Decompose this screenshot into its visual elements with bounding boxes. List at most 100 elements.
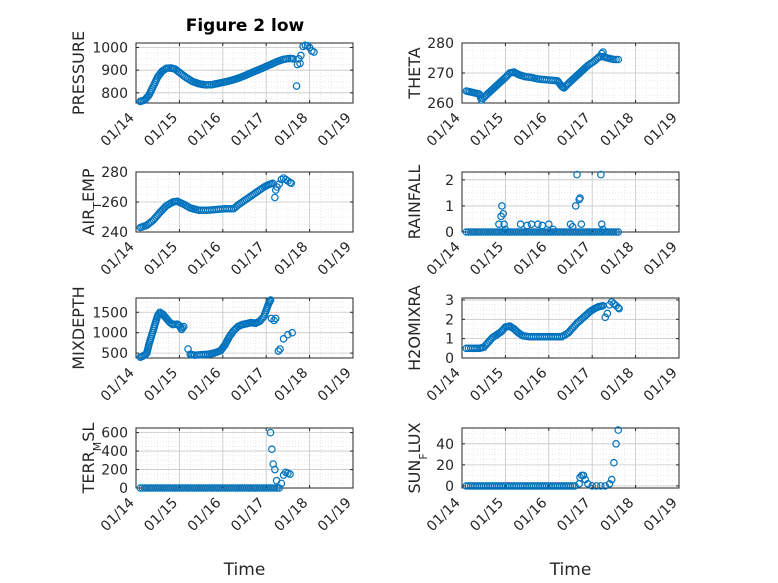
y-tick-label: 280 [427,36,454,52]
data-point [266,296,275,304]
y-axis-label-tail: SL [79,423,98,442]
x-tick-label: 01/14 [98,495,138,535]
y-tick-label: 0 [445,351,454,367]
axes-box [461,171,680,233]
y-axis-label-main: THETA [405,47,424,99]
x-tick-label: 01/15 [467,365,507,405]
x-tick-label: 01/15 [467,110,507,150]
x-tick-label: 01/18 [272,239,312,279]
y-axis-label: TERRMSL [79,423,104,495]
data-point [310,48,318,56]
data-point [614,303,623,312]
data-point [584,479,592,488]
y-axis-label-main: H2OMIXRA [405,285,424,371]
y-tick-label: 1500 [92,305,128,321]
data-point [266,428,275,437]
data-point [534,220,542,228]
panel-air_temp: 240 260 280 01/14 01/15 01/16 01/17 01/18 01/19 A… [79,165,355,279]
y-axis-label-main: SUN [405,460,424,494]
data-point [576,194,584,202]
data-point [577,220,586,228]
data-point [573,170,581,179]
panel-terr_msl: 0 200 400 600 01/14 01/15 01/16 01/17 01/18 01/19… [79,423,355,535]
data-point [566,482,575,490]
y-tick-label: 800 [101,86,128,102]
x-tick-label: 01/18 [272,495,312,535]
x-tick-label: 01/14 [98,239,138,279]
data-point [603,309,612,318]
data-point [284,330,292,339]
x-tick-label: 01/14 [424,495,464,535]
y-axis-label-tail: EMP [79,168,98,202]
x-tick-label: 01/16 [185,365,225,405]
figure-title: Figure 2 low [186,16,305,36]
y-axis-label: RAINFALL [405,165,424,240]
data-point [597,49,606,58]
data-point [592,482,601,490]
y-tick-label: 260 [427,96,454,112]
data-point [275,180,284,188]
data-point [614,426,623,434]
data-point [292,82,301,90]
axes-box [135,42,354,104]
y-axis-label: SUNFLUX [405,422,430,493]
y-axis-label: THETA [405,47,424,99]
data-point [184,345,192,353]
x-tick-label: 01/19 [315,365,355,405]
data-point [601,313,610,322]
x-tick-label: 01/19 [315,495,355,535]
data-point [271,314,280,323]
x-tick-label: 01/17 [228,110,268,150]
x-tick-label: 01/18 [598,365,638,405]
x-tick-label: 01/15 [141,365,181,405]
data-point [614,55,623,64]
y-tick-label: 240 [101,225,128,241]
data-point [516,220,525,228]
y-tick-label: 270 [427,66,454,82]
data-point [568,482,577,490]
y-axis-label-subscript: M [91,442,104,452]
x-tick-label: 01/17 [228,365,268,405]
data-point [499,209,508,218]
y-tick-label: 260 [101,195,128,211]
data-point [287,179,296,188]
y-axis-label: PRESSURE [69,31,88,115]
data-point [273,484,281,492]
data-point [610,228,618,236]
x-tick-label: 01/19 [641,239,681,279]
data-point [605,479,614,488]
panel-mixdepth: 500 1000 1500 01/14 01/15 01/16 01/17 01/18 01/1… [69,286,355,404]
data-point [179,322,188,331]
panel-sun_flux: 0 20 40 01/14 01/15 01/16 01/17 01/18 01/19 SUNFL… [405,422,681,534]
x-tick-label: 01/17 [554,110,594,150]
y-axis-label-main: PRESSURE [69,31,88,115]
x-tick-label: 01/18 [272,365,312,405]
data-point [471,344,479,353]
panel-pressure: 800 900 1000 01/14 01/15 01/16 01/17 01/18 01/19… [69,31,355,150]
data-point [612,228,620,236]
axes-box [461,297,680,359]
x-tick-label: 01/17 [554,239,594,279]
y-tick-label: 0 [445,479,454,495]
y-tick-label: 3 [445,293,454,309]
data-point [276,345,284,353]
axes-box [135,427,354,489]
data-point [286,470,294,478]
data-point [268,445,276,454]
data-point [274,347,283,355]
panel-theta: 260 270 280 01/14 01/15 01/16 01/17 01/18 01/19 T… [405,36,681,150]
data-point [607,298,616,306]
data-point [279,335,288,343]
y-tick-label: 500 [101,346,128,362]
x-tick-label: 01/17 [228,239,268,279]
x-tick-label: 01/16 [511,495,551,535]
x-tick-label: 01/19 [641,110,681,150]
x-axis-label-left: Time [223,560,266,580]
data-point [277,479,286,488]
y-tick-label: 0 [445,225,454,241]
x-tick-label: 01/16 [511,239,551,279]
axes-box [135,297,354,359]
x-tick-label: 01/15 [141,110,181,150]
y-tick-label: 20 [436,458,454,474]
